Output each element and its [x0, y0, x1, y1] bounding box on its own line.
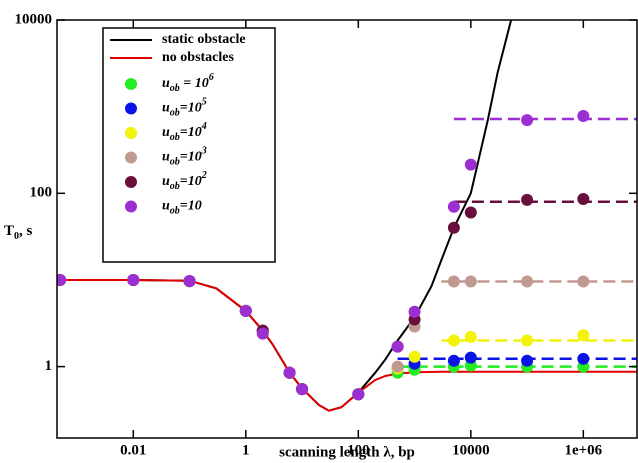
point	[391, 340, 404, 353]
x-tick-label: 1	[242, 442, 250, 458]
y-axis-label: T0​, s	[4, 223, 33, 242]
x-tick-label: 10000	[452, 442, 490, 458]
plot-area	[57, 20, 637, 412]
point	[447, 200, 460, 213]
point	[447, 354, 460, 367]
point	[521, 334, 534, 347]
legend-swatch	[125, 151, 137, 164]
legend-label: uob​=102​	[162, 170, 207, 192]
legend-label: uob​ = 106​	[162, 72, 214, 94]
legend-swatch	[125, 78, 137, 90]
y-tick-label: 100	[30, 185, 53, 201]
point	[577, 110, 590, 123]
point	[577, 192, 590, 205]
frame	[56, 19, 638, 439]
point	[183, 275, 196, 288]
legend-swatch	[125, 127, 137, 139]
point	[447, 334, 460, 347]
legend-label: uob​=10	[162, 199, 202, 217]
legend-label: uob​=104​	[162, 121, 207, 143]
curve	[57, 279, 637, 412]
legend-box	[102, 27, 276, 263]
y-tick-label: 10000	[15, 11, 53, 27]
point	[57, 273, 67, 286]
point	[447, 221, 460, 234]
y-tick-label: 1	[45, 358, 53, 374]
point	[577, 352, 590, 365]
point	[577, 329, 590, 342]
point	[464, 351, 477, 364]
point	[391, 360, 404, 373]
point	[256, 327, 269, 340]
point	[464, 330, 477, 343]
point	[127, 273, 140, 286]
point	[521, 275, 534, 288]
point	[464, 275, 477, 288]
point	[447, 275, 460, 288]
point	[521, 193, 534, 206]
point	[521, 354, 534, 367]
point	[352, 388, 365, 401]
legend-swatch	[125, 102, 137, 115]
x-tick-label: 100	[347, 442, 370, 458]
point	[283, 366, 296, 379]
legend-label: no obstacles	[162, 50, 235, 65]
x-tick-label: 1e+06	[564, 442, 602, 458]
legend-label: uob​=103​	[162, 146, 207, 168]
x-tick-label: 0.01	[120, 442, 146, 458]
point	[464, 158, 477, 171]
legend-label: uob​=105​	[162, 97, 207, 119]
point	[464, 206, 477, 219]
point	[296, 383, 309, 396]
legend-swatch	[125, 176, 137, 188]
legend-swatch	[125, 200, 137, 213]
point	[408, 305, 421, 318]
point	[239, 304, 252, 317]
legend-label: static obstacle	[162, 32, 246, 47]
point	[408, 350, 421, 363]
x-axis-label: scanning length λ, bp	[279, 444, 415, 460]
point	[577, 275, 590, 288]
point	[521, 114, 534, 127]
